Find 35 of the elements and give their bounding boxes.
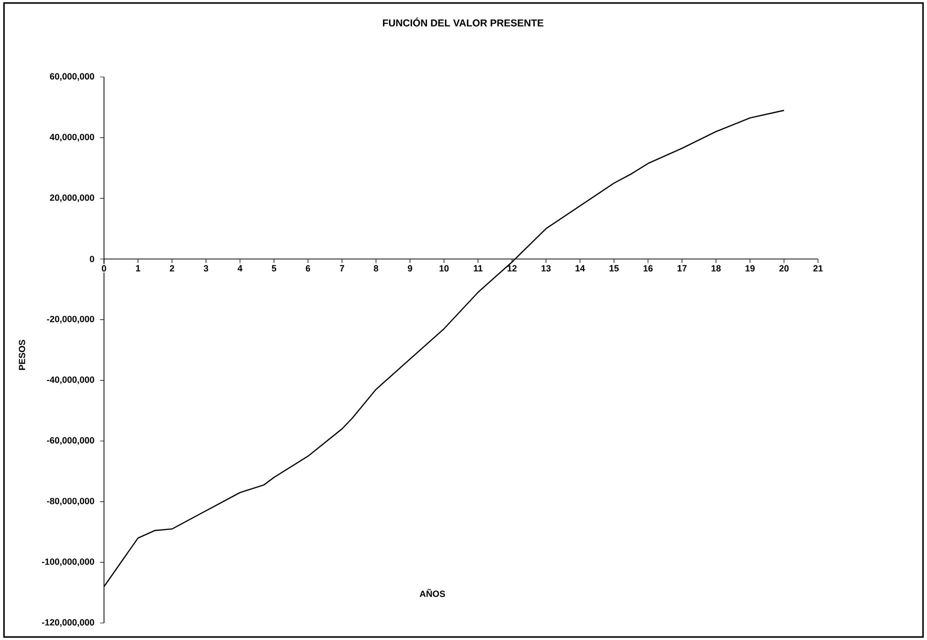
x-tick-label: 9 — [408, 265, 412, 272]
x-tick-label: 11 — [474, 265, 482, 272]
x-tick-label: 15 — [610, 265, 619, 272]
x-tick-label: 1 — [136, 265, 140, 272]
x-tick-label: 21 — [813, 265, 823, 272]
x-tick-label: 4 — [238, 265, 242, 272]
x-tick-label: 19 — [746, 265, 755, 272]
x-tick-label: 10 — [440, 265, 449, 272]
y-tick-label: -100,000,000 — [42, 558, 94, 566]
y-tick-label: 0 — [90, 256, 94, 262]
x-tick-label: 0 — [102, 265, 106, 272]
x-tick-label: 7 — [340, 265, 344, 272]
x-tick-label: 8 — [374, 265, 378, 272]
y-tick-label: -120,000,000 — [42, 619, 94, 627]
x-tick-label: 12 — [508, 265, 517, 272]
x-tick-label: 20 — [779, 265, 789, 272]
y-tick-label: -60,000,000 — [46, 437, 94, 445]
x-tick-label: 13 — [542, 265, 551, 272]
y-tick-label: 60,000,000 — [50, 73, 94, 81]
y-tick-label: 20,000,000 — [50, 194, 94, 202]
y-axis-title: PESOS — [18, 340, 26, 370]
y-tick-label: -40,000,000 — [46, 376, 94, 384]
y-tick-label: -80,000,000 — [46, 498, 94, 506]
x-tick-label: 17 — [678, 265, 687, 272]
x-tick-label: 18 — [712, 265, 721, 272]
y-tick-label: 40,000,000 — [50, 134, 94, 142]
x-tick-label: 2 — [170, 265, 174, 272]
x-tick-label: 14 — [576, 265, 585, 272]
y-tick-label: -20,000,000 — [46, 316, 94, 324]
x-tick-label: 3 — [204, 265, 208, 272]
x-axis-title: AÑOS — [420, 588, 446, 598]
x-tick-label: 5 — [272, 265, 276, 272]
chart-title: FUNCIÓN DEL VALOR PRESENTE — [382, 18, 544, 26]
x-tick-label: 16 — [644, 265, 653, 272]
x-tick-label: 6 — [306, 265, 310, 272]
